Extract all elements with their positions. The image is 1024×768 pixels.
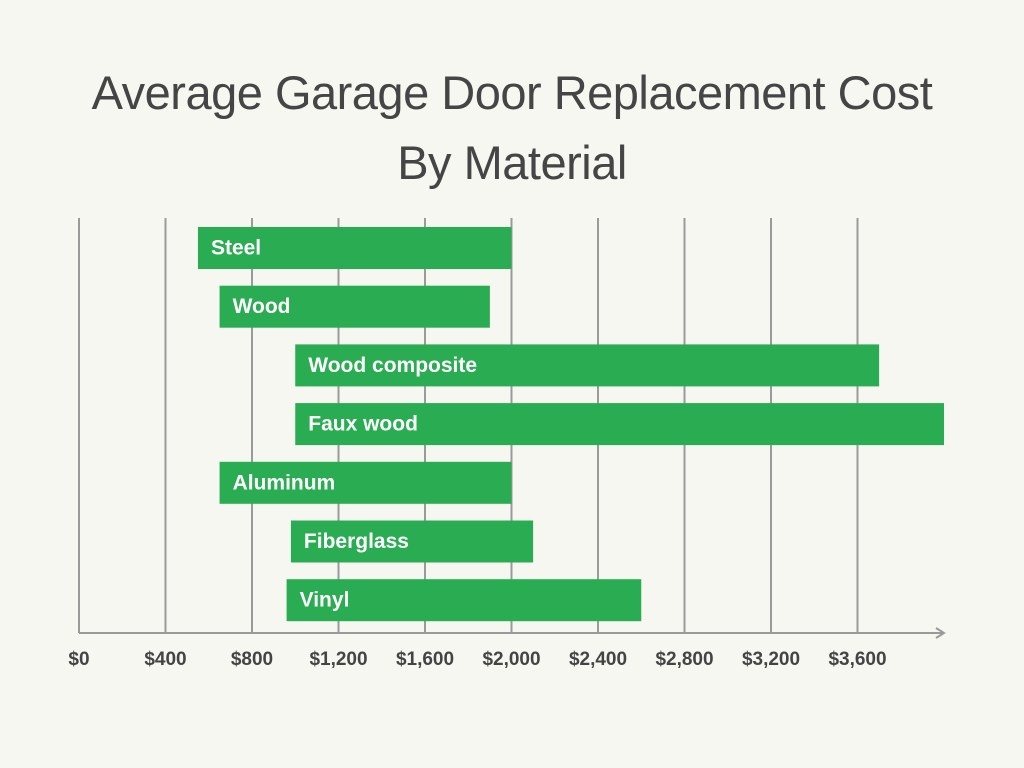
bar-label: Steel [211, 237, 261, 260]
bar-label: Wood [233, 295, 291, 318]
x-tick-label: $2,400 [569, 649, 627, 670]
x-tick-label: $3,600 [828, 649, 886, 670]
x-tick-label: $1,200 [309, 649, 367, 670]
bar-label: Faux wood [308, 413, 418, 436]
bar-label: Vinyl [300, 589, 350, 612]
bar [219, 285, 490, 328]
bar [295, 403, 944, 446]
bar [295, 344, 880, 387]
x-tick-label: $2,800 [655, 649, 713, 670]
bar-label: Wood composite [308, 354, 477, 377]
x-tick-label: $800 [231, 649, 273, 670]
axis-arrow [935, 627, 946, 639]
bar-label: Aluminum [233, 471, 336, 494]
bar-label: Fiberglass [304, 530, 409, 553]
x-tick-label: $3,200 [742, 649, 800, 670]
x-tick-label: $400 [144, 649, 186, 670]
bar [286, 579, 642, 622]
x-tick-label: $1,600 [396, 649, 454, 670]
bar [219, 461, 512, 504]
bar [290, 520, 534, 563]
x-tick-label: $0 [68, 649, 89, 670]
bar [197, 227, 512, 269]
chart-title: Average Garage Door Replacement Cost By … [91, 66, 933, 189]
x-tick-label: $2,000 [482, 649, 540, 670]
